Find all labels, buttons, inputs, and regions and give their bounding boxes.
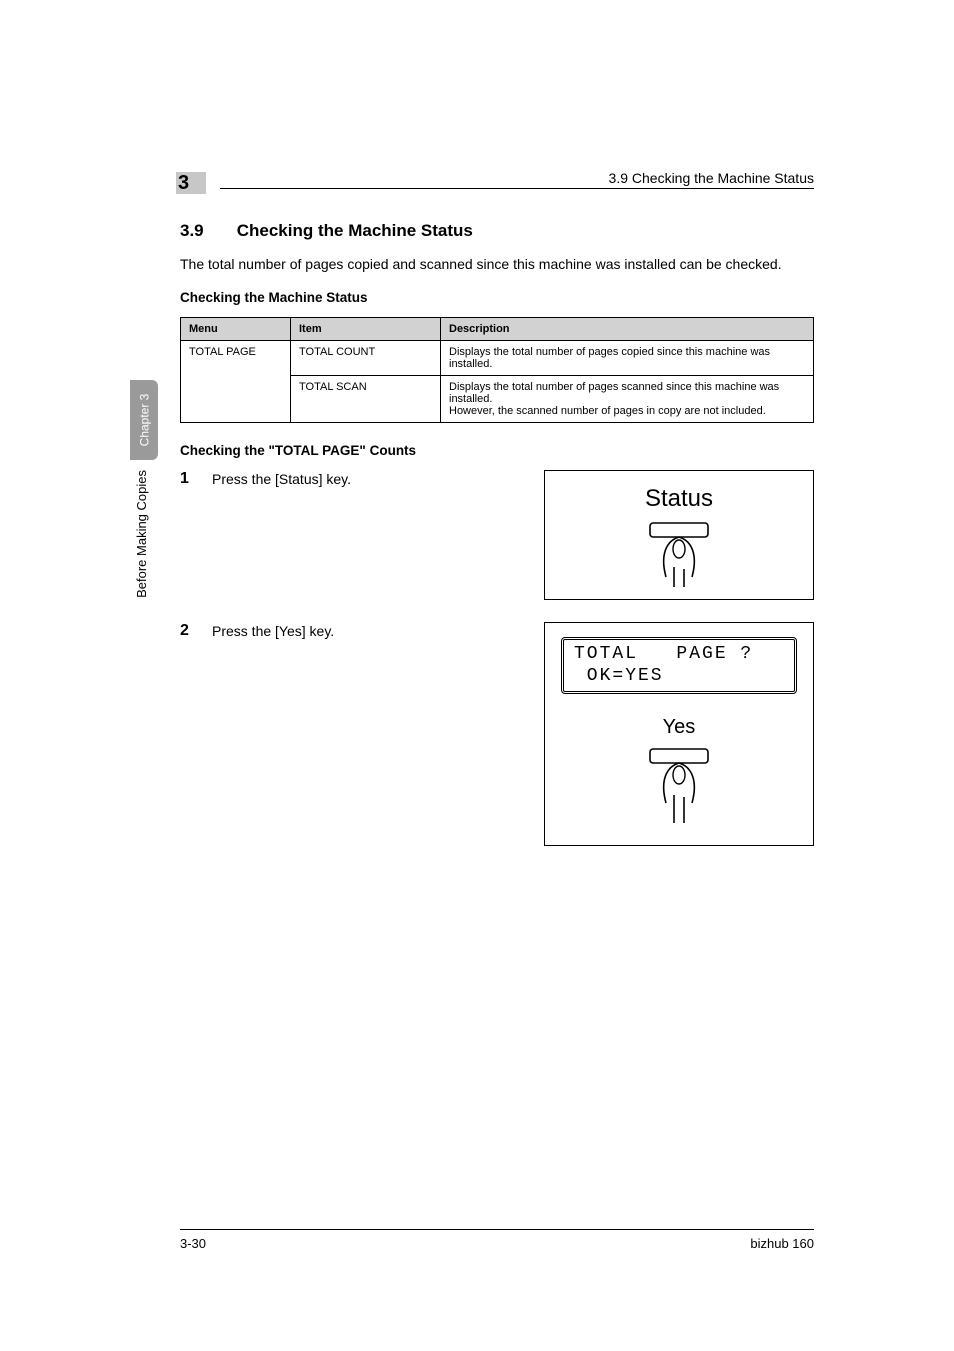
col-desc: Description [441, 317, 814, 340]
chapter-number-box: 3 [176, 172, 206, 194]
step-text: Press the [Yes] key. [212, 622, 530, 639]
section-title: Checking the Machine Status [237, 221, 473, 240]
step-1: 1 Press the [Status] key. Status [180, 470, 814, 600]
chapter-number: 3 [178, 172, 189, 195]
yes-label: Yes [561, 716, 797, 739]
side-chapter-tab: Chapter 3 [130, 380, 158, 460]
step-figure: Status [544, 470, 814, 600]
cell-item: TOTAL COUNT [291, 340, 441, 375]
step-number: 1 [180, 470, 198, 488]
cell-menu: TOTAL PAGE [181, 340, 291, 422]
lcd-display: TOTAL PAGE ? OK=YES [561, 637, 797, 694]
page-footer: 3-30 bizhub 160 [180, 1229, 814, 1251]
table-row: TOTAL PAGE TOTAL COUNT Displays the tota… [181, 340, 814, 375]
section-heading: 3.9 Checking the Machine Status [180, 221, 814, 241]
status-label: Status [645, 485, 713, 513]
step-2: 2 Press the [Yes] key. TOTAL PAGE ? OK=Y… [180, 622, 814, 846]
footer-page-number: 3-30 [180, 1236, 206, 1251]
cell-item: TOTAL SCAN [291, 375, 441, 422]
lcd-line1: TOTAL PAGE ? [574, 644, 753, 664]
cell-desc: Displays the total number of pages copie… [441, 340, 814, 375]
col-item: Item [291, 317, 441, 340]
status-key-icon [644, 519, 714, 589]
subhead-total-page: Checking the "TOTAL PAGE" Counts [180, 443, 814, 458]
footer-model: bizhub 160 [750, 1236, 814, 1251]
yes-key-icon [561, 745, 797, 825]
cell-desc: Displays the total number of pages scann… [441, 375, 814, 422]
status-table: Menu Item Description TOTAL PAGE TOTAL C… [180, 317, 814, 423]
col-menu: Menu [181, 317, 291, 340]
running-header-title: 3.9 Checking the Machine Status [609, 170, 814, 186]
running-header: 3.9 Checking the Machine Status [220, 170, 814, 189]
page-root: 3 3.9 Checking the Machine Status Chapte… [0, 0, 954, 1351]
table-header-row: Menu Item Description [181, 317, 814, 340]
section-intro: The total number of pages copied and sca… [180, 255, 814, 274]
lcd-line2: OK=YES [574, 666, 664, 686]
yes-key-figure: TOTAL PAGE ? OK=YES Yes [544, 622, 814, 846]
status-key-figure: Status [544, 470, 814, 600]
side-chapter-label: Chapter 3 [137, 394, 151, 447]
section-number: 3.9 [180, 221, 232, 241]
side-running-text: Before Making Copies [134, 470, 149, 598]
step-number: 2 [180, 622, 198, 640]
subhead-machine-status: Checking the Machine Status [180, 290, 814, 305]
step-figure: TOTAL PAGE ? OK=YES Yes [544, 622, 814, 846]
step-text: Press the [Status] key. [212, 470, 530, 487]
